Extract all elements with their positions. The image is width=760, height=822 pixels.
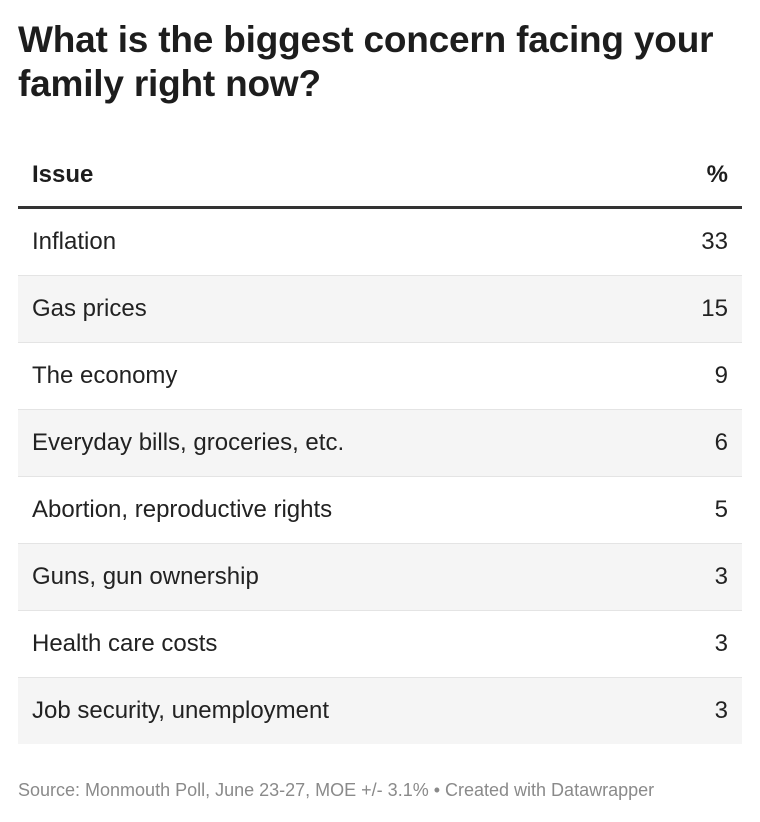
percent-cell: 6 xyxy=(641,409,742,477)
percent-cell: 5 xyxy=(641,476,742,544)
issue-cell: Guns, gun ownership xyxy=(18,543,642,611)
percent-cell: 3 xyxy=(641,610,742,678)
percent-cell: 15 xyxy=(641,275,742,343)
data-table: Issue % Inflation 33 Gas prices 15 The econo… xyxy=(18,144,742,744)
table-row: Health care costs 3 xyxy=(18,610,742,678)
issue-cell: Everyday bills, groceries, etc. xyxy=(18,409,642,477)
chart-title: What is the biggest concern facing your … xyxy=(18,19,714,104)
column-header-issue[interactable]: Issue xyxy=(18,144,642,209)
table-row: Abortion, reproductive rights 5 xyxy=(18,476,742,544)
issue-cell: Gas prices xyxy=(18,275,642,343)
percent-cell: 3 xyxy=(641,543,742,611)
table-body: Inflation 33 Gas prices 15 The economy 9 Every… xyxy=(18,207,742,744)
percent-cell: 9 xyxy=(641,342,742,410)
issue-cell: Health care costs xyxy=(18,610,642,678)
table-row: Job security, unemployment 3 xyxy=(18,677,742,744)
table-row: Gas prices 15 xyxy=(18,275,742,343)
issue-cell: Inflation xyxy=(18,207,642,276)
table-row: The economy 9 xyxy=(18,342,742,410)
issue-cell: The economy xyxy=(18,342,642,410)
issue-cell: Abortion, reproductive rights xyxy=(18,476,642,544)
table-header-row: Issue % xyxy=(18,144,742,209)
table-row: Inflation 33 xyxy=(18,207,742,276)
issue-cell: Job security, unemployment xyxy=(18,677,642,744)
source-note: Source: Monmouth Poll, June 23-27, MOE +… xyxy=(18,780,655,800)
column-header-percent[interactable]: % xyxy=(641,144,742,209)
percent-cell: 3 xyxy=(641,677,742,744)
table-row: Guns, gun ownership 3 xyxy=(18,543,742,611)
table-row: Everyday bills, groceries, etc. 6 xyxy=(18,409,742,477)
percent-cell: 33 xyxy=(641,207,742,276)
